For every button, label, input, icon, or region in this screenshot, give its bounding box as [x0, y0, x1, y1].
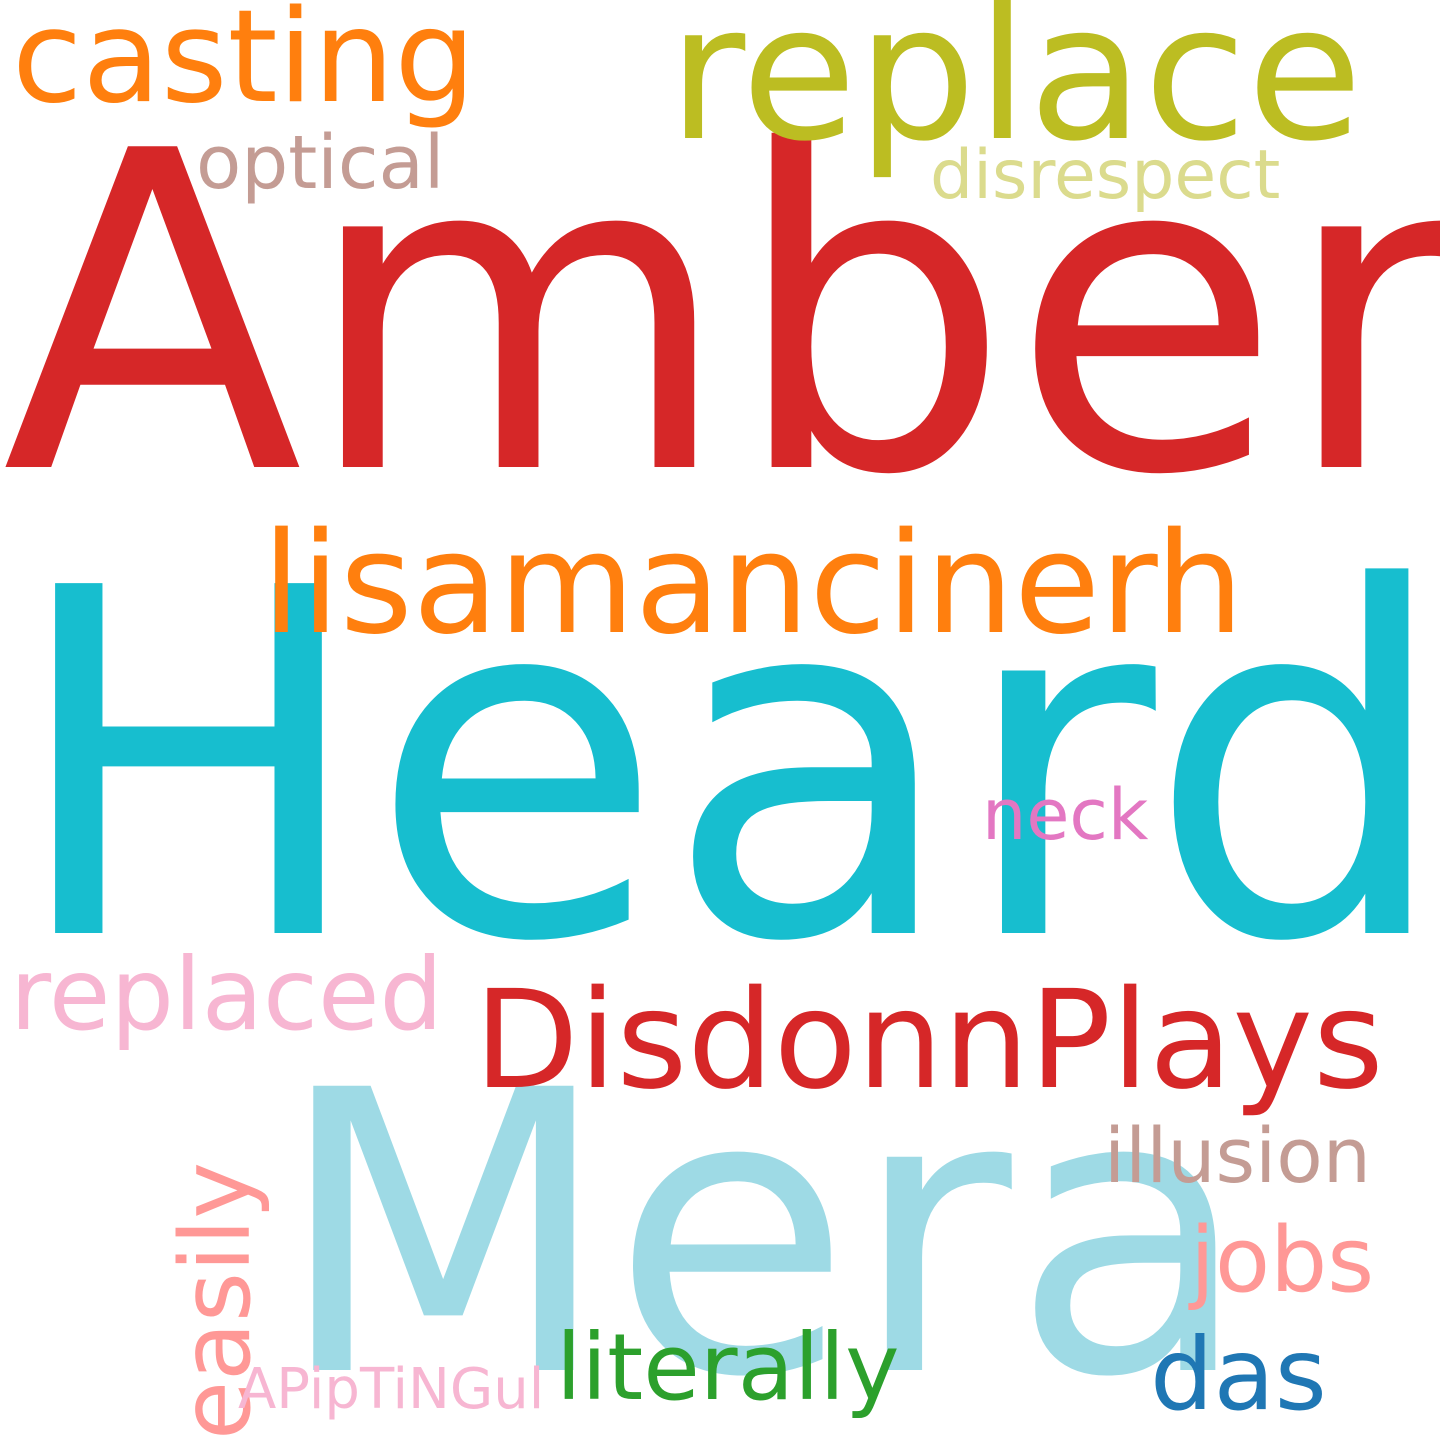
word-replace: replace — [668, 0, 1363, 183]
word-literally: literally — [556, 1314, 900, 1421]
word-amber: Amber — [2, 59, 1440, 571]
word-replaced: replaced — [10, 936, 443, 1053]
word-jobs: jobs — [1190, 1208, 1375, 1313]
word-mera: Mera — [275, 1008, 1251, 1440]
word-heard: Heard — [8, 488, 1440, 1047]
word-neck: neck — [982, 774, 1149, 856]
word-apiptingul: APipTiNGul — [238, 1357, 545, 1422]
word-optical: optical — [196, 120, 445, 206]
word-lisamancinerh: lisamancinerh — [262, 503, 1244, 666]
word-illusion: illusion — [1104, 1111, 1371, 1200]
word-disrespect: disrespect — [930, 136, 1281, 215]
word-das: das — [1150, 1316, 1327, 1433]
word-disdonnplays: DisdonnPlays — [474, 962, 1384, 1120]
word-casting: casting — [12, 0, 476, 132]
